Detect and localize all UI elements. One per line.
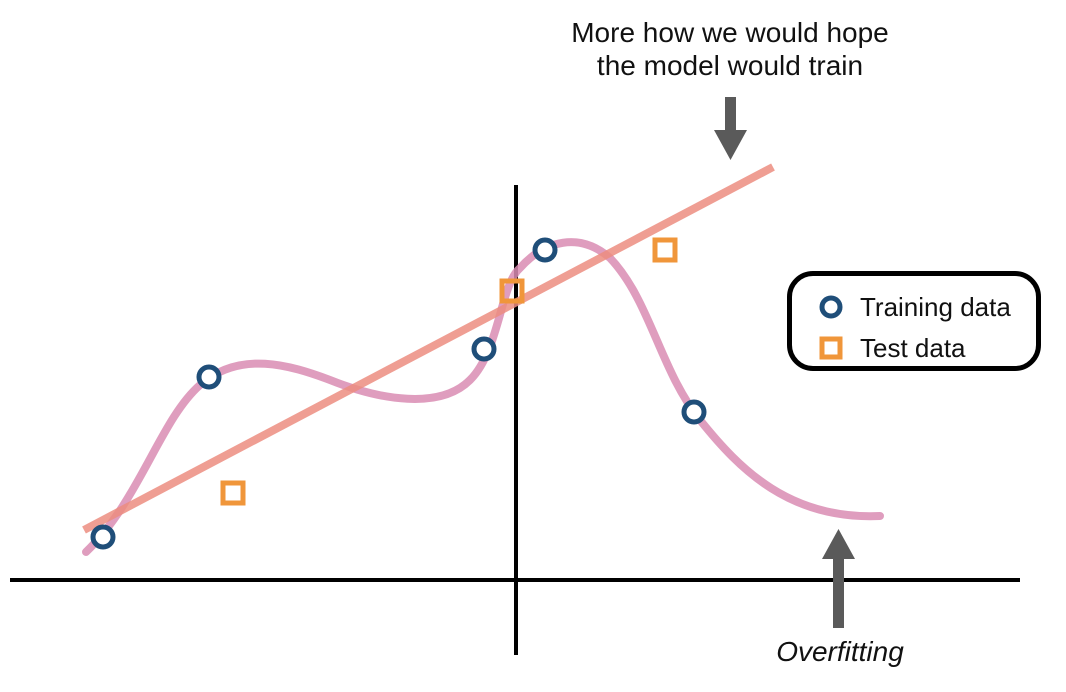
legend-item-test: Test data [818, 331, 966, 365]
overfitting-annotation: Overfitting [776, 636, 904, 667]
training-point [681, 399, 707, 425]
legend-training-label: Training data [860, 291, 1011, 322]
training-points [90, 237, 707, 550]
arrow-icon [822, 529, 855, 628]
test-point [499, 278, 525, 304]
test-point [652, 237, 678, 263]
overfit-curve [82, 238, 884, 556]
legend-test-label: Test data [860, 332, 966, 363]
square-marker-icon [819, 336, 843, 360]
test-points [220, 237, 678, 506]
arrow-icon [714, 97, 747, 160]
training-point [471, 336, 497, 362]
training-point [532, 237, 558, 263]
legend-item-training: Training data [818, 290, 1011, 324]
training-point [196, 364, 222, 390]
training-point [90, 524, 116, 550]
legend: Training data Test data [787, 271, 1041, 371]
hope-annotation-line2: the model would train [596, 50, 864, 81]
hope-annotation-line1: More how we would hope [571, 17, 889, 48]
test-point [220, 480, 246, 506]
circle-marker-icon [819, 295, 843, 319]
linear-fit-line [82, 163, 775, 534]
hope-annotation: More how we would hope the model would t… [530, 16, 930, 82]
